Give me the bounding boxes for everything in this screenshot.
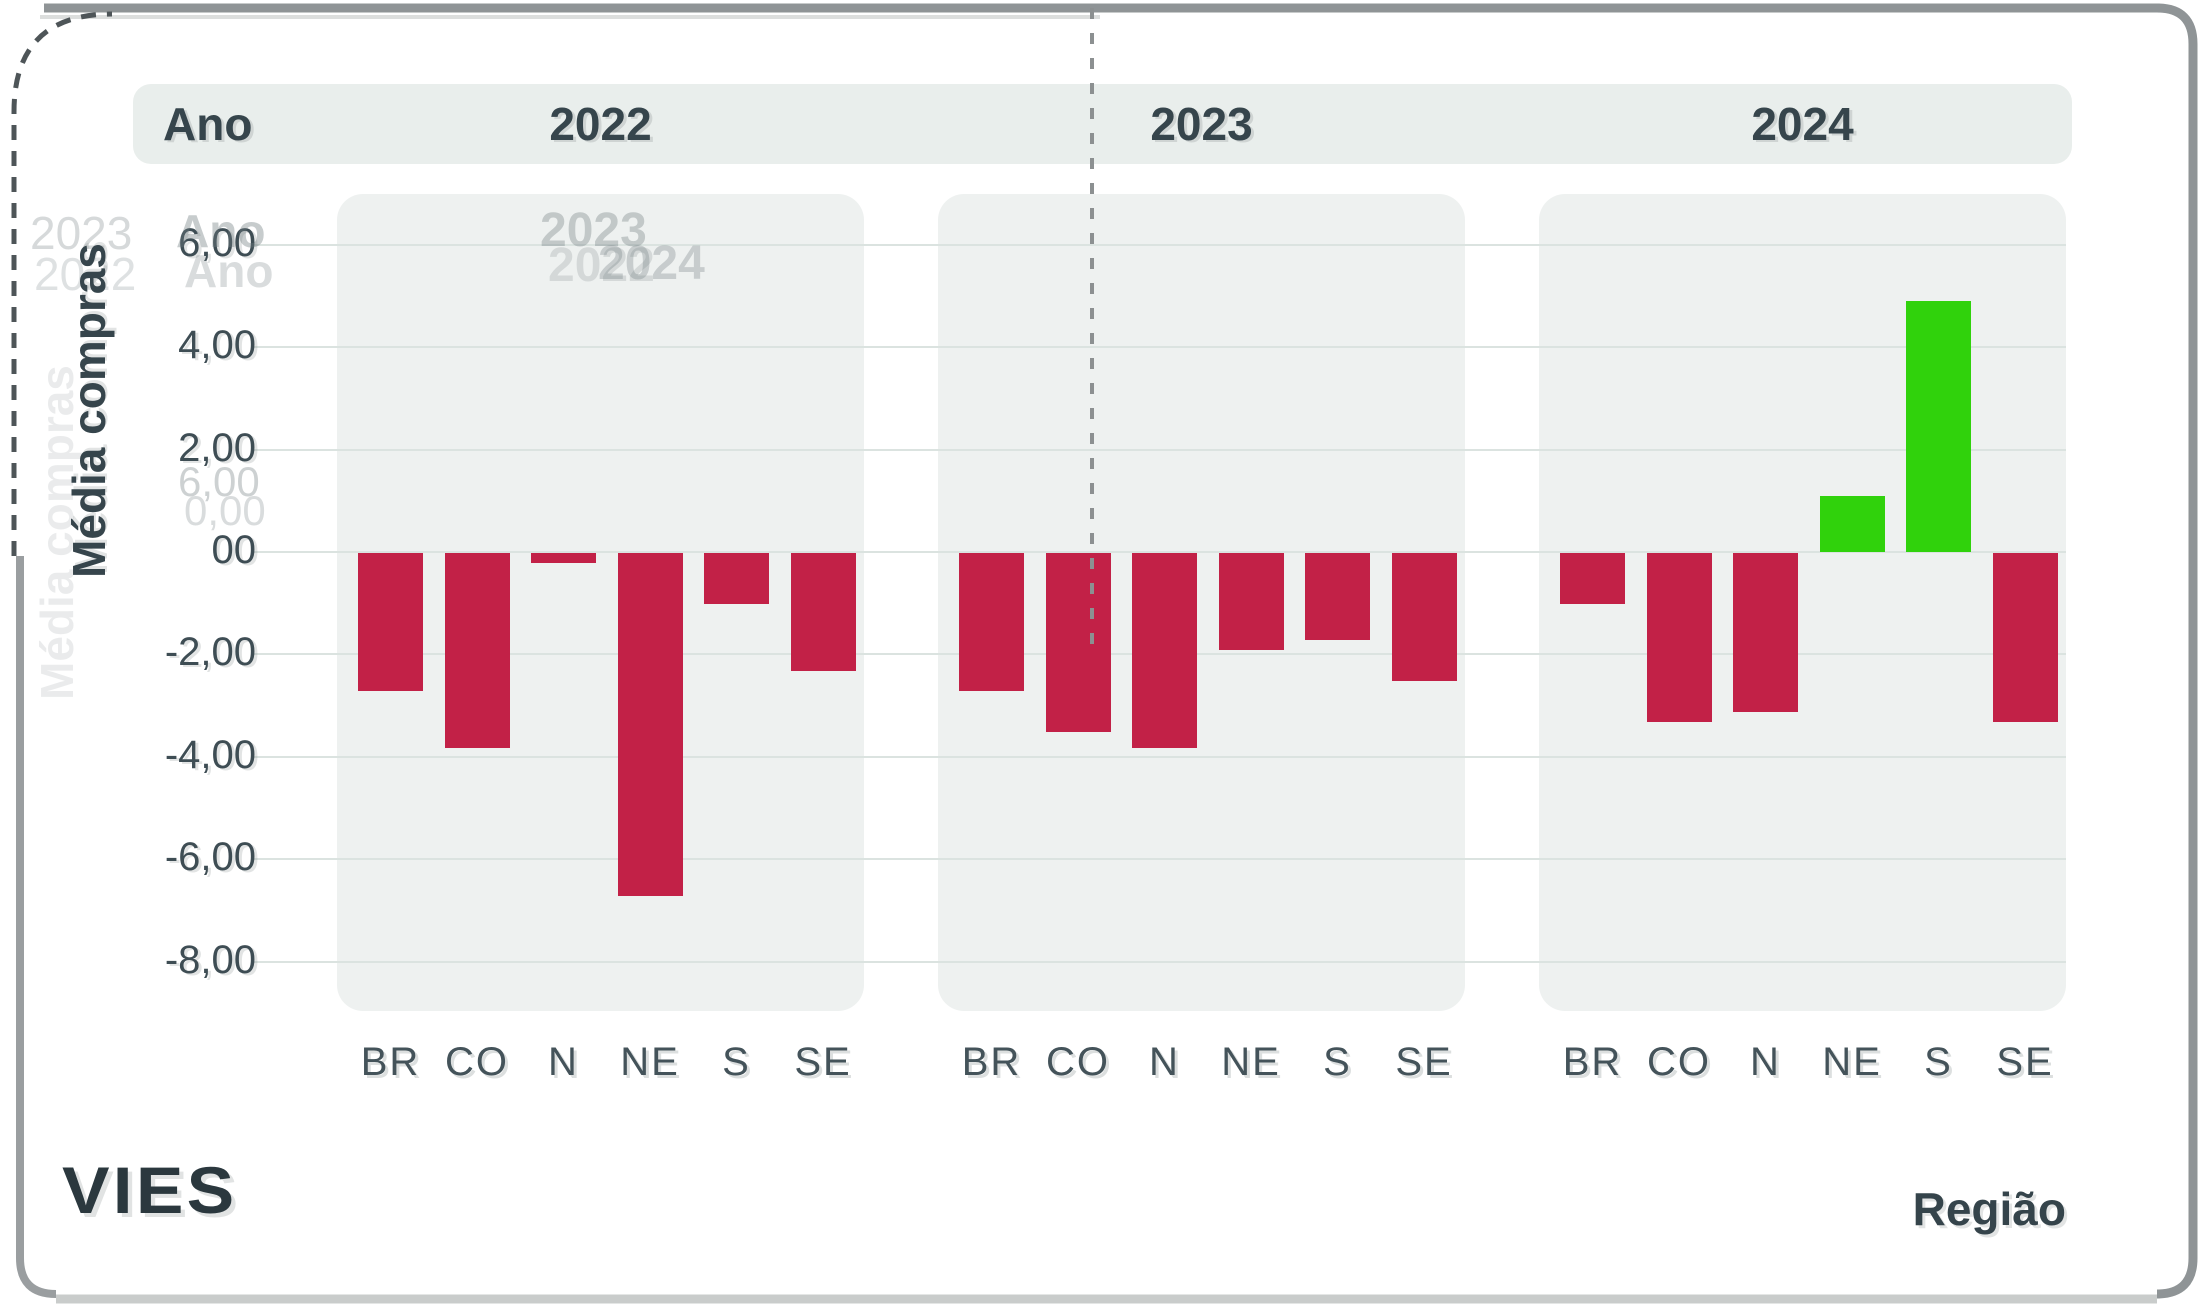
gridline: [253, 448, 2066, 451]
bar-2022-BR[interactable]: [358, 553, 423, 692]
bar-2022-NE[interactable]: [617, 553, 683, 897]
bar-2023-SE[interactable]: [1391, 553, 1457, 681]
x-tick-label-2022-S: S: [722, 1040, 751, 1084]
x-axis-title: Região: [1912, 1183, 2066, 1235]
y-tick-label: -4,00: [164, 732, 256, 777]
bar-2024-SE[interactable]: [1992, 553, 2058, 722]
x-tick-label-2022-CO: CO: [445, 1040, 509, 1084]
gridline: [253, 960, 2066, 963]
x-tick-label-2022-NE: NE: [620, 1040, 680, 1084]
x-tick-label-2023-NE: NE: [1221, 1040, 1281, 1084]
x-tick-label-2024-BR: BR: [1562, 1040, 1623, 1084]
gridline: [253, 858, 2066, 861]
x-tick-label-2023-N: N: [1149, 1040, 1180, 1084]
brand-logo: VIES: [62, 1153, 238, 1227]
bar-2023-NE[interactable]: [1218, 553, 1284, 651]
bar-2023-N[interactable]: [1132, 553, 1197, 748]
bar-2023-BR[interactable]: [959, 553, 1024, 692]
x-tick-label-2024-NE: NE: [1822, 1040, 1882, 1084]
bar-2024-N[interactable]: [1733, 553, 1798, 712]
bar-2024-NE[interactable]: [1819, 495, 1885, 552]
y-tick-label: -8,00: [164, 937, 256, 982]
x-tick-label-2024-CO: CO: [1647, 1040, 1711, 1084]
x-tick-label-2022-SE: SE: [794, 1040, 852, 1084]
y-axis-title: Média compras: [63, 243, 115, 578]
x-tick-label-2024-N: N: [1750, 1040, 1781, 1084]
facet-header-2024: 2024: [1751, 98, 1854, 150]
facet-header-2022: 2022: [549, 98, 652, 150]
gridline: [253, 755, 2066, 758]
bar-2024-S[interactable]: [1906, 301, 1971, 552]
bar-2024-BR[interactable]: [1560, 553, 1625, 605]
x-tick-label-2024-S: S: [1924, 1040, 1953, 1084]
x-tick-label-2024-SE: SE: [1996, 1040, 2054, 1084]
y-tick-label: -2,00: [164, 630, 256, 675]
gridline: [253, 346, 2066, 349]
bar-2023-CO[interactable]: [1045, 553, 1111, 733]
x-tick-label-2022-N: N: [548, 1040, 579, 1084]
border-left-lower: [16, 556, 57, 1298]
bar-2023-S[interactable]: [1305, 553, 1370, 641]
facet-header-2023: 2023: [1150, 98, 1253, 150]
x-tick-label-2023-CO: CO: [1046, 1040, 1110, 1084]
x-tick-label-2023-S: S: [1323, 1040, 1352, 1084]
x-tick-label-2023-BR: BR: [961, 1040, 1022, 1084]
bar-2022-CO[interactable]: [444, 553, 510, 748]
facet-by-label: Ano: [163, 98, 253, 150]
bar-2022-SE[interactable]: [790, 553, 856, 671]
x-tick-label-2022-BR: BR: [360, 1040, 421, 1084]
x-tick-label-2023-SE: SE: [1395, 1040, 1453, 1084]
bar-2022-S[interactable]: [704, 553, 769, 605]
bar-2022-N[interactable]: [531, 553, 596, 564]
y-tick-label: -6,00: [164, 835, 256, 880]
bar-2024-CO[interactable]: [1646, 553, 1712, 722]
gridline: [253, 243, 2066, 246]
